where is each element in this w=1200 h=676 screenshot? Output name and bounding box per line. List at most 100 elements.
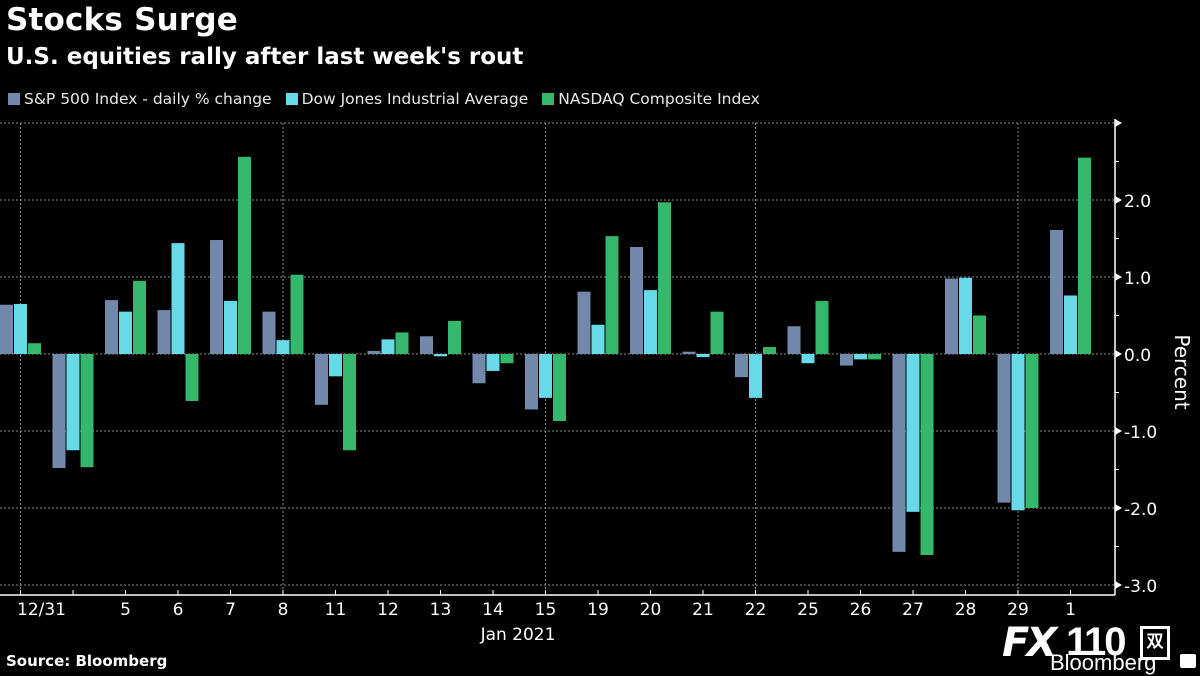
bar-sp500 — [525, 354, 538, 410]
y-tick-label: -3.0 — [1124, 577, 1157, 597]
bar-dow — [801, 354, 815, 364]
bar-nasdaq — [238, 156, 251, 354]
bar-nasdaq — [28, 343, 41, 354]
bar-nasdaq — [500, 354, 514, 364]
bar-nasdaq — [133, 280, 146, 354]
bar-nasdaq — [343, 354, 356, 451]
bar-dow — [486, 354, 500, 371]
watermark-bloomberg: Bloomberg — [1050, 650, 1157, 675]
bar-sp500 — [945, 278, 958, 354]
y-tick-label: -2.0 — [1124, 500, 1157, 520]
bar-dow — [224, 300, 237, 354]
x-tick-label: 29 — [1007, 600, 1029, 620]
bloomberg-chart-icon — [1180, 654, 1196, 668]
y-tick-label: -1.0 — [1124, 423, 1157, 443]
bar-sp500 — [105, 300, 118, 354]
watermark-fx: FX — [1002, 620, 1057, 666]
bar-sp500 — [52, 354, 66, 468]
bar-dow — [119, 311, 132, 354]
x-tick-label: 19 — [587, 600, 609, 620]
bar-nasdaq — [448, 320, 461, 354]
bar-dow — [906, 354, 920, 512]
x-tick-label: 6 — [173, 600, 184, 620]
y-tick-marker — [1115, 196, 1122, 204]
x-axis-label: Jan 2021 — [480, 625, 556, 645]
watermark: FX 110 双 Bloomberg — [1000, 620, 1200, 675]
bar-dow — [381, 339, 395, 354]
bar-dow — [14, 303, 27, 354]
x-tick-label: 26 — [850, 600, 872, 620]
bar-nasdaq — [80, 354, 94, 468]
x-tick-label: 12/31 — [17, 600, 66, 620]
x-tick-label: 5 — [120, 600, 131, 620]
bar-nasdaq — [868, 354, 881, 360]
x-tick-label: 21 — [692, 600, 714, 620]
chart-title: Stocks Surge — [6, 2, 238, 38]
bar-sp500 — [472, 354, 486, 384]
legend-swatch-nasdaq — [542, 93, 555, 105]
bar-sp500 — [367, 350, 381, 354]
bar-dow — [66, 354, 80, 451]
bar-dow — [959, 277, 972, 354]
y-axis-label: Percent — [1170, 334, 1194, 409]
bar-dow — [171, 243, 185, 354]
legend-label-nasdaq: NASDAQ Composite Index — [558, 90, 760, 108]
x-tick-label: 15 — [535, 600, 557, 620]
bar-dow — [1011, 354, 1025, 511]
bar-sp500 — [210, 240, 223, 354]
bar-sp500 — [735, 354, 748, 378]
bar-sp500 — [315, 354, 328, 405]
y-tick-label: 1.0 — [1124, 269, 1151, 289]
bar-sp500 — [682, 351, 696, 354]
x-tick-label: 25 — [797, 600, 819, 620]
bar-nasdaq — [763, 347, 776, 354]
bar-nasdaq — [973, 315, 986, 354]
x-tick-label: 14 — [482, 600, 504, 620]
bar-dow — [696, 354, 710, 358]
source-note: Source: Bloomberg — [6, 652, 168, 670]
bar-nasdaq — [920, 354, 934, 555]
bar-sp500 — [157, 310, 171, 354]
bar-sp500 — [0, 304, 13, 354]
bar-nasdaq — [605, 236, 619, 354]
bar-nasdaq — [185, 354, 199, 401]
bar-nasdaq — [553, 354, 566, 421]
bar-nasdaq — [1078, 157, 1091, 354]
bar-dow — [276, 340, 290, 354]
y-tick-marker — [1115, 581, 1122, 589]
bar-dow — [329, 354, 342, 377]
bar-nasdaq — [710, 311, 724, 354]
watermark-box: 双 — [1140, 626, 1170, 660]
x-tick-label: 1 — [1065, 600, 1076, 620]
y-tick-marker — [1115, 350, 1122, 358]
bar-sp500 — [997, 354, 1011, 503]
legend-item-nasdaq: NASDAQ Composite Index — [542, 90, 760, 108]
legend-item-dow: Dow Jones Industrial Average — [285, 90, 528, 108]
x-tick-label: 11 — [325, 600, 347, 620]
bar-sp500 — [420, 336, 433, 354]
y-tick-marker — [1115, 427, 1122, 435]
x-tick-label: 13 — [430, 600, 452, 620]
bar-nasdaq — [395, 332, 409, 354]
x-tick-label: 12 — [377, 600, 399, 620]
x-tick-label: 8 — [278, 600, 289, 620]
x-tick-label: 22 — [745, 600, 767, 620]
legend-item-sp500: S&P 500 Index - daily % change — [8, 90, 272, 108]
bar-sp500 — [262, 311, 276, 354]
bar-dow — [1064, 295, 1077, 354]
bar-nasdaq — [815, 300, 829, 354]
bars — [0, 156, 1091, 555]
bar-sp500 — [1050, 230, 1063, 354]
bar-dow — [591, 324, 605, 354]
bar-dow — [644, 290, 657, 354]
watermark-number: 110 — [1066, 620, 1127, 664]
bar-nasdaq — [290, 274, 304, 354]
bar-dow — [539, 354, 552, 398]
y-tick-marker — [1115, 504, 1122, 512]
y-tick-marker — [1115, 273, 1122, 281]
y-tick-label: 2.0 — [1124, 192, 1151, 212]
x-tick-label: 28 — [955, 600, 977, 620]
chart-subtitle: U.S. equities rally after last week's ro… — [6, 44, 524, 70]
bar-sp500 — [787, 326, 801, 354]
